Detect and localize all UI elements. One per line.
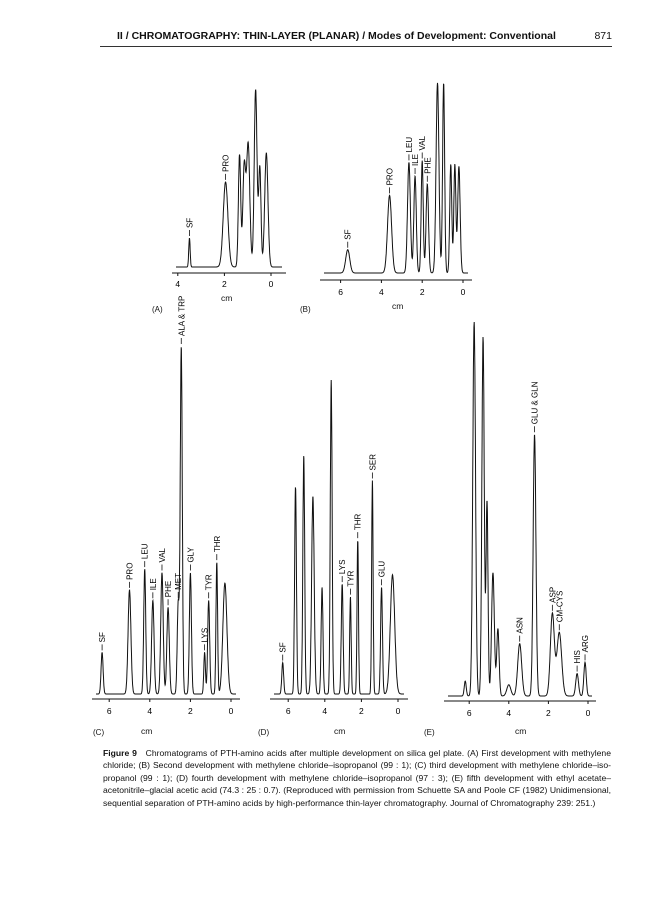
peak-label: LYS xyxy=(201,628,210,643)
peak-label: LEU xyxy=(141,543,150,559)
peak-label: ALA & TRP xyxy=(177,296,186,336)
peak-label: PRO xyxy=(126,563,135,580)
peak-label: PHE xyxy=(423,157,432,173)
chromatogram-trace xyxy=(324,82,468,274)
x-tick-label: 6 xyxy=(467,708,472,718)
x-tick-label: 0 xyxy=(586,708,591,718)
figure-caption: Figure 9 Chromatograms of PTH-amino acid… xyxy=(103,747,611,809)
caption-text: Chromatograms of PTH-amino acids after m… xyxy=(103,748,611,808)
x-tick-label: 0 xyxy=(269,279,274,289)
peak-label: PHE xyxy=(164,581,173,597)
peak-label: LEU xyxy=(405,137,414,153)
peak-label: SER xyxy=(368,454,377,471)
peak-label: SF xyxy=(344,229,353,239)
x-tick-label: 4 xyxy=(147,706,152,716)
chromatogram-trace xyxy=(448,321,592,697)
peak-label: PRO xyxy=(222,155,231,172)
peak-label: SF xyxy=(98,632,107,642)
running-title: II / CHROMATOGRAPHY: THIN-LAYER (PLANAR)… xyxy=(117,30,556,42)
x-tick-label: 0 xyxy=(396,706,401,716)
panel-label-e: (E) xyxy=(424,728,435,737)
x-tick-label: 4 xyxy=(322,706,327,716)
peak-label: SF xyxy=(279,642,288,652)
peak-label: GLY xyxy=(186,546,195,562)
peak-label: THR xyxy=(354,513,363,530)
x-tick-label: 2 xyxy=(420,287,425,297)
peak-label: THR xyxy=(213,535,222,552)
panel-label-c: (C) xyxy=(93,728,105,737)
running-header: II / CHROMATOGRAPHY: THIN-LAYER (PLANAR)… xyxy=(100,30,612,47)
peak-label: TYR xyxy=(205,574,214,590)
peak-label: PRO xyxy=(386,168,395,185)
peak-label: MET xyxy=(174,573,183,590)
chromatogram-trace xyxy=(274,379,404,695)
x-tick-label: 6 xyxy=(107,706,112,716)
x-tick-label: 0 xyxy=(461,287,466,297)
x-tick-label: 2 xyxy=(359,706,364,716)
peak-label: VAL xyxy=(158,547,167,562)
x-tick-label: 4 xyxy=(506,708,511,718)
x-tick-label: 0 xyxy=(229,706,234,716)
peak-label: SF xyxy=(185,218,194,228)
x-tick-label: 4 xyxy=(175,279,180,289)
x-tick-label: 2 xyxy=(188,706,193,716)
peak-label: VAL xyxy=(418,135,427,150)
panel-label-d: (D) xyxy=(258,728,270,737)
peak-label: ARG xyxy=(581,635,590,652)
x-tick-label: 2 xyxy=(222,279,227,289)
peak-label: GLU xyxy=(378,561,387,578)
x-tick-label: 6 xyxy=(286,706,291,716)
peak-label: LYS xyxy=(338,560,347,575)
panel-label-a: (A) xyxy=(152,305,163,314)
peak-label: TYR xyxy=(346,570,355,586)
peak-label: CM-CYS xyxy=(555,591,564,623)
x-axis-label-a: cm xyxy=(221,293,233,303)
chromatogram-trace xyxy=(176,89,282,268)
x-tick-label: 6 xyxy=(338,287,343,297)
page-number: 871 xyxy=(594,30,612,42)
peak-label: ASP xyxy=(548,587,557,603)
x-axis-label-c: cm xyxy=(141,726,153,736)
x-axis-label-e: cm xyxy=(515,726,527,736)
x-tick-label: 2 xyxy=(546,708,551,718)
peak-label: ILE xyxy=(411,154,420,166)
peak-label: GLU & GLN xyxy=(531,381,540,424)
x-axis-label-d: cm xyxy=(334,726,346,736)
panel-label-b: (B) xyxy=(300,305,311,314)
peak-label: ILE xyxy=(149,578,158,590)
x-tick-label: 4 xyxy=(379,287,384,297)
figure-label: Figure 9 xyxy=(103,748,137,758)
x-axis-label-b: cm xyxy=(392,301,404,311)
peak-label: ASN xyxy=(516,617,525,634)
peak-label: HIS xyxy=(573,650,582,663)
chromatogram-trace xyxy=(96,347,236,695)
